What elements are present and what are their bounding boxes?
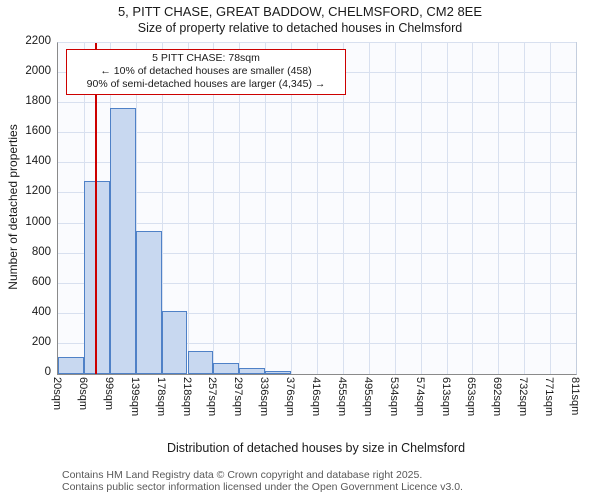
x-tick-label: 653sqm	[465, 377, 478, 417]
vertical-gridline	[265, 43, 267, 374]
histogram-bar	[187, 351, 214, 374]
histogram-bar	[161, 310, 188, 374]
vertical-gridline	[291, 43, 293, 374]
y-tick-label: 800	[31, 245, 51, 258]
x-tick-label: 811sqm	[569, 377, 581, 416]
y-tick-label: 1800	[25, 95, 51, 108]
annotation-line-2: ← 10% of detached houses are smaller (45…	[100, 65, 312, 77]
histogram-bar	[239, 367, 266, 374]
histogram-bar	[213, 362, 240, 374]
y-tick-label: 1000	[25, 215, 51, 228]
annotation-box: 5 PITT CHASE: 78sqm ← 10% of detached ho…	[66, 49, 346, 95]
y-tick-label: 2000	[25, 65, 51, 78]
y-tick-label: 2200	[25, 35, 51, 47]
y-tick-label: 1200	[25, 185, 51, 198]
x-tick-label: 178sqm	[154, 377, 167, 417]
vertical-gridline	[161, 43, 163, 374]
x-tick-label: 139sqm	[128, 377, 141, 417]
y-tick-label: 0	[44, 366, 51, 378]
x-tick-label: 613sqm	[439, 377, 452, 417]
x-tick-label: 60sqm	[76, 377, 89, 411]
vertical-gridline	[472, 43, 474, 374]
vertical-gridline	[550, 43, 552, 374]
x-tick-label: 99sqm	[102, 377, 115, 411]
x-tick-label: 692sqm	[491, 377, 504, 417]
vertical-gridline	[239, 43, 241, 374]
vertical-gridline	[524, 43, 526, 374]
x-tick-label: 376sqm	[284, 377, 297, 417]
x-axis-label: Distribution of detached houses by size …	[166, 441, 466, 455]
x-tick-label: 416sqm	[310, 377, 322, 417]
y-tick-label: 1600	[25, 125, 51, 138]
vertical-gridline	[213, 43, 215, 374]
vertical-gridline	[446, 43, 448, 374]
chart-subtitle: Size of property relative to detached ho…	[137, 21, 463, 35]
histogram-bar	[58, 357, 84, 374]
vertical-gridline	[420, 43, 422, 374]
vertical-gridline	[394, 43, 396, 374]
horizontal-gridline	[58, 42, 576, 43]
y-tick-label: 400	[31, 305, 51, 318]
property-size-marker-line	[94, 43, 97, 374]
x-tick-label: 257sqm	[206, 377, 219, 417]
y-tick-label: 600	[31, 275, 51, 288]
x-tick-label: 20sqm	[51, 377, 63, 411]
footer-line-1: Contains HM Land Registry data © Crown c…	[62, 469, 423, 481]
annotation-line-3: 90% of semi-detached houses are larger (…	[86, 78, 326, 90]
x-tick-label: 495sqm	[361, 377, 374, 417]
x-tick-label: 455sqm	[335, 377, 348, 417]
x-tick-label: 732sqm	[517, 377, 530, 417]
x-tick-label: 574sqm	[413, 377, 426, 417]
y-tick-label: 1400	[25, 155, 51, 168]
x-tick-label: 771sqm	[543, 377, 556, 417]
histogram-bar	[265, 371, 292, 374]
vertical-gridline	[498, 43, 500, 374]
vertical-gridline	[368, 43, 370, 374]
annotation-line-1: 5 PITT CHASE: 78sqm	[152, 52, 260, 64]
histogram-bar	[135, 231, 162, 374]
x-tick-label: 336sqm	[258, 377, 271, 417]
footer: Contains HM Land Registry data © Crown c…	[62, 469, 463, 493]
y-axis-label: Number of detached properties	[6, 124, 20, 290]
vertical-gridline	[187, 43, 189, 374]
plot-area: 5 PITT CHASE: 78sqm ← 10% of detached ho…	[57, 42, 577, 375]
vertical-gridline	[317, 43, 318, 374]
vertical-gridline	[135, 43, 137, 374]
histogram-bar	[109, 107, 136, 374]
vertical-gridline	[342, 43, 344, 374]
x-tick-label: 534sqm	[387, 377, 400, 417]
chart-title: 5, PITT CHASE, GREAT BADDOW, CHELMSFORD,…	[117, 4, 483, 19]
footer-line-2: Contains public sector information licen…	[62, 480, 463, 493]
y-tick-label: 200	[31, 335, 51, 348]
x-tick-label: 218sqm	[180, 377, 193, 417]
x-tick-label: 297sqm	[232, 377, 245, 417]
